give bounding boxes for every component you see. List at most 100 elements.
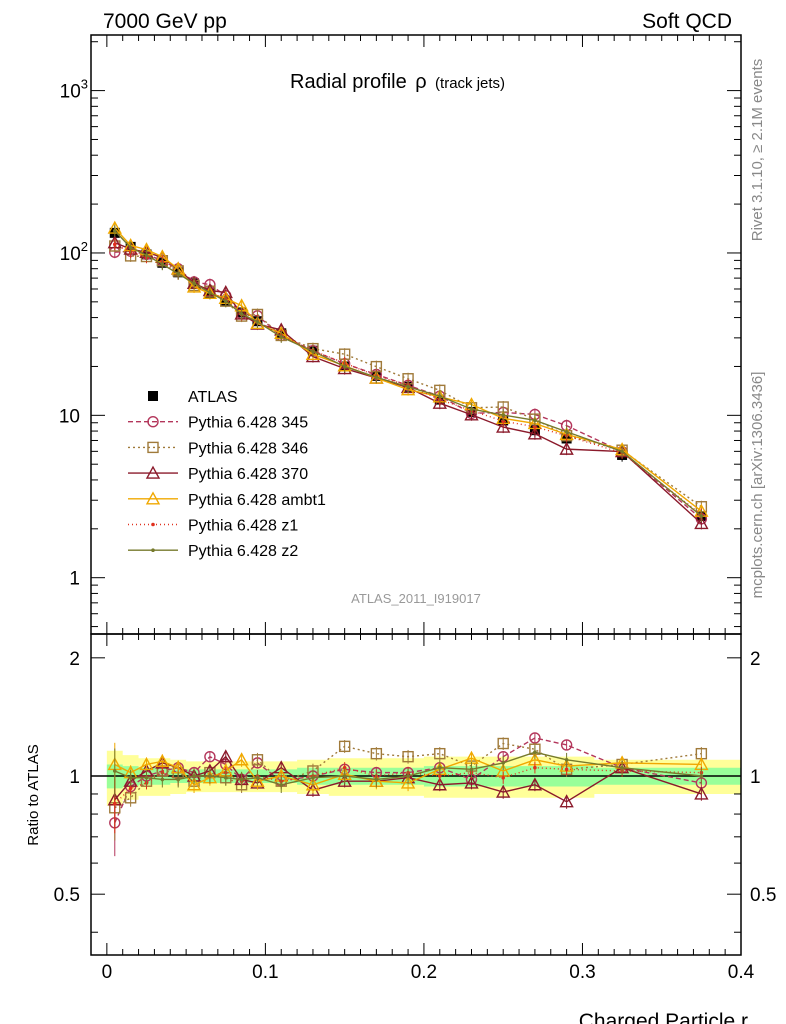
legend-marker: [145, 491, 161, 505]
x-tick-label: 0.3: [569, 962, 595, 983]
series-point: [279, 335, 284, 339]
ratio-y-tick-label: 0.5: [54, 885, 80, 906]
ratio-point: [255, 775, 260, 780]
header-energy-label: 7000 GeV pp: [103, 10, 227, 33]
ratio-point: [464, 775, 479, 789]
series-point: [620, 449, 624, 454]
chart-title-symbol: ρ: [415, 71, 426, 93]
ratio-point: [337, 773, 352, 787]
y-tick-label: 1: [69, 569, 80, 590]
x-tick-label: 0.2: [411, 962, 437, 983]
ratio-point: [437, 765, 442, 770]
ratio-point: [564, 767, 569, 772]
plot-lines: [107, 220, 709, 857]
ratio-point: [699, 774, 704, 778]
ratio-point: [160, 777, 165, 782]
header-process-label: Soft QCD: [642, 10, 732, 33]
series-point: [501, 413, 505, 417]
ratio-point: [402, 750, 414, 763]
ratio-point: [342, 774, 347, 778]
ratio-point: [620, 765, 624, 770]
ratio-point: [400, 775, 416, 789]
legend-entry-pythia-6-428-z2: Pythia 6.428 z2: [128, 543, 298, 560]
ratio-point: [305, 777, 321, 791]
ratio-line: [114, 766, 702, 805]
series-line: [114, 243, 702, 516]
ratio-point: [370, 747, 383, 760]
ratio-point: [533, 765, 537, 770]
series-point: [496, 419, 511, 433]
legend-label: Pythia 6.428 z1: [188, 518, 298, 535]
series-point: [533, 418, 537, 423]
ratio-line: [114, 755, 702, 803]
legend-entry-pythia-6-428-370: Pythia 6.428 370: [128, 465, 308, 483]
ratio-point: [338, 740, 351, 753]
series-point: [176, 271, 180, 276]
series-point: [694, 515, 709, 530]
legend: ATLAS Pythia 6.428 345 Pythia 6.428 346 Pyt…: [128, 389, 326, 560]
ratio-point: [128, 786, 133, 791]
ratio-line: [114, 757, 702, 786]
legend-marker: [147, 416, 159, 428]
ratio-point: [204, 750, 216, 763]
ratio-point: [469, 767, 474, 772]
ratio-point: [176, 777, 180, 782]
series-point: [469, 407, 474, 411]
legend-entry-pythia-6-428-z1: Pythia 6.428 z1: [128, 518, 298, 535]
rivet-version-label: Rivet 3.1.10, ≥ 2.1M events: [749, 59, 766, 242]
series-line: [114, 230, 702, 517]
chart-title-sub: (track jets): [435, 75, 505, 92]
ratio-point: [432, 777, 447, 791]
legend-marker: [145, 465, 161, 479]
legend-label: Pythia 6.428 370: [188, 466, 308, 483]
axes: 0 0.1 0.2 0.3 0.4 1 10 102 103 0.5 0.5 1 1 2 2: [54, 34, 776, 983]
series-point: [192, 281, 196, 286]
ratio-point: [112, 801, 117, 806]
ratio-plot-frame: [90, 633, 742, 956]
series-point: [239, 312, 244, 316]
y-tick-label: 10: [59, 406, 80, 427]
legend-label: Pythia 6.428 345: [188, 415, 308, 432]
series-point: [559, 441, 574, 455]
legend-entry-pythia-6-428-ambt1: Pythia 6.428 ambt1: [128, 491, 326, 509]
ratio-point: [251, 754, 264, 766]
x-tick-label: 0.4: [728, 962, 755, 983]
series-point: [160, 262, 165, 267]
series-pythia-6-428-z2-ratio: [112, 745, 704, 797]
legend-label: ATLAS: [188, 389, 238, 406]
ratio-point: [279, 782, 284, 787]
series-point: [305, 346, 321, 361]
ratio-y-axis-label: Ratio to ATLAS: [25, 744, 42, 845]
series-point: [112, 242, 117, 247]
series-point: [527, 426, 543, 440]
ratio-point: [144, 775, 149, 780]
ratio-y-tick-label-right: 1: [750, 767, 761, 788]
series-point: [533, 424, 537, 429]
ratio-y-tick-label: 2: [69, 649, 80, 670]
ratio-y-tick-label: 1: [69, 767, 80, 788]
ratio-point: [434, 747, 446, 760]
ratio-point: [155, 753, 170, 768]
series-point: [128, 245, 133, 250]
series-point: [564, 429, 569, 434]
ratio-point: [311, 775, 315, 780]
ratio-line: [114, 751, 702, 786]
ratio-point: [501, 775, 505, 780]
legend-label: Pythia 6.428 z2: [188, 543, 298, 560]
x-tick-label: 0.1: [252, 962, 278, 983]
series-point: [223, 299, 228, 303]
series-pythia-6-428-z2-main: [112, 224, 704, 522]
legend-marker: [151, 522, 155, 527]
legend-label: Pythia 6.428 ambt1: [188, 492, 326, 509]
x-axis-label: Charged Particle r: [579, 1010, 748, 1024]
x-tick-label: 0: [102, 962, 113, 983]
series-line: [114, 245, 702, 508]
ratio-point: [437, 774, 442, 778]
series-point: [255, 320, 260, 324]
ratio-point: [208, 774, 212, 778]
ratio-point: [218, 749, 233, 763]
ratio-point: [374, 777, 379, 782]
legend-entry-atlas: ATLAS: [148, 389, 238, 406]
ratio-point: [559, 794, 574, 808]
